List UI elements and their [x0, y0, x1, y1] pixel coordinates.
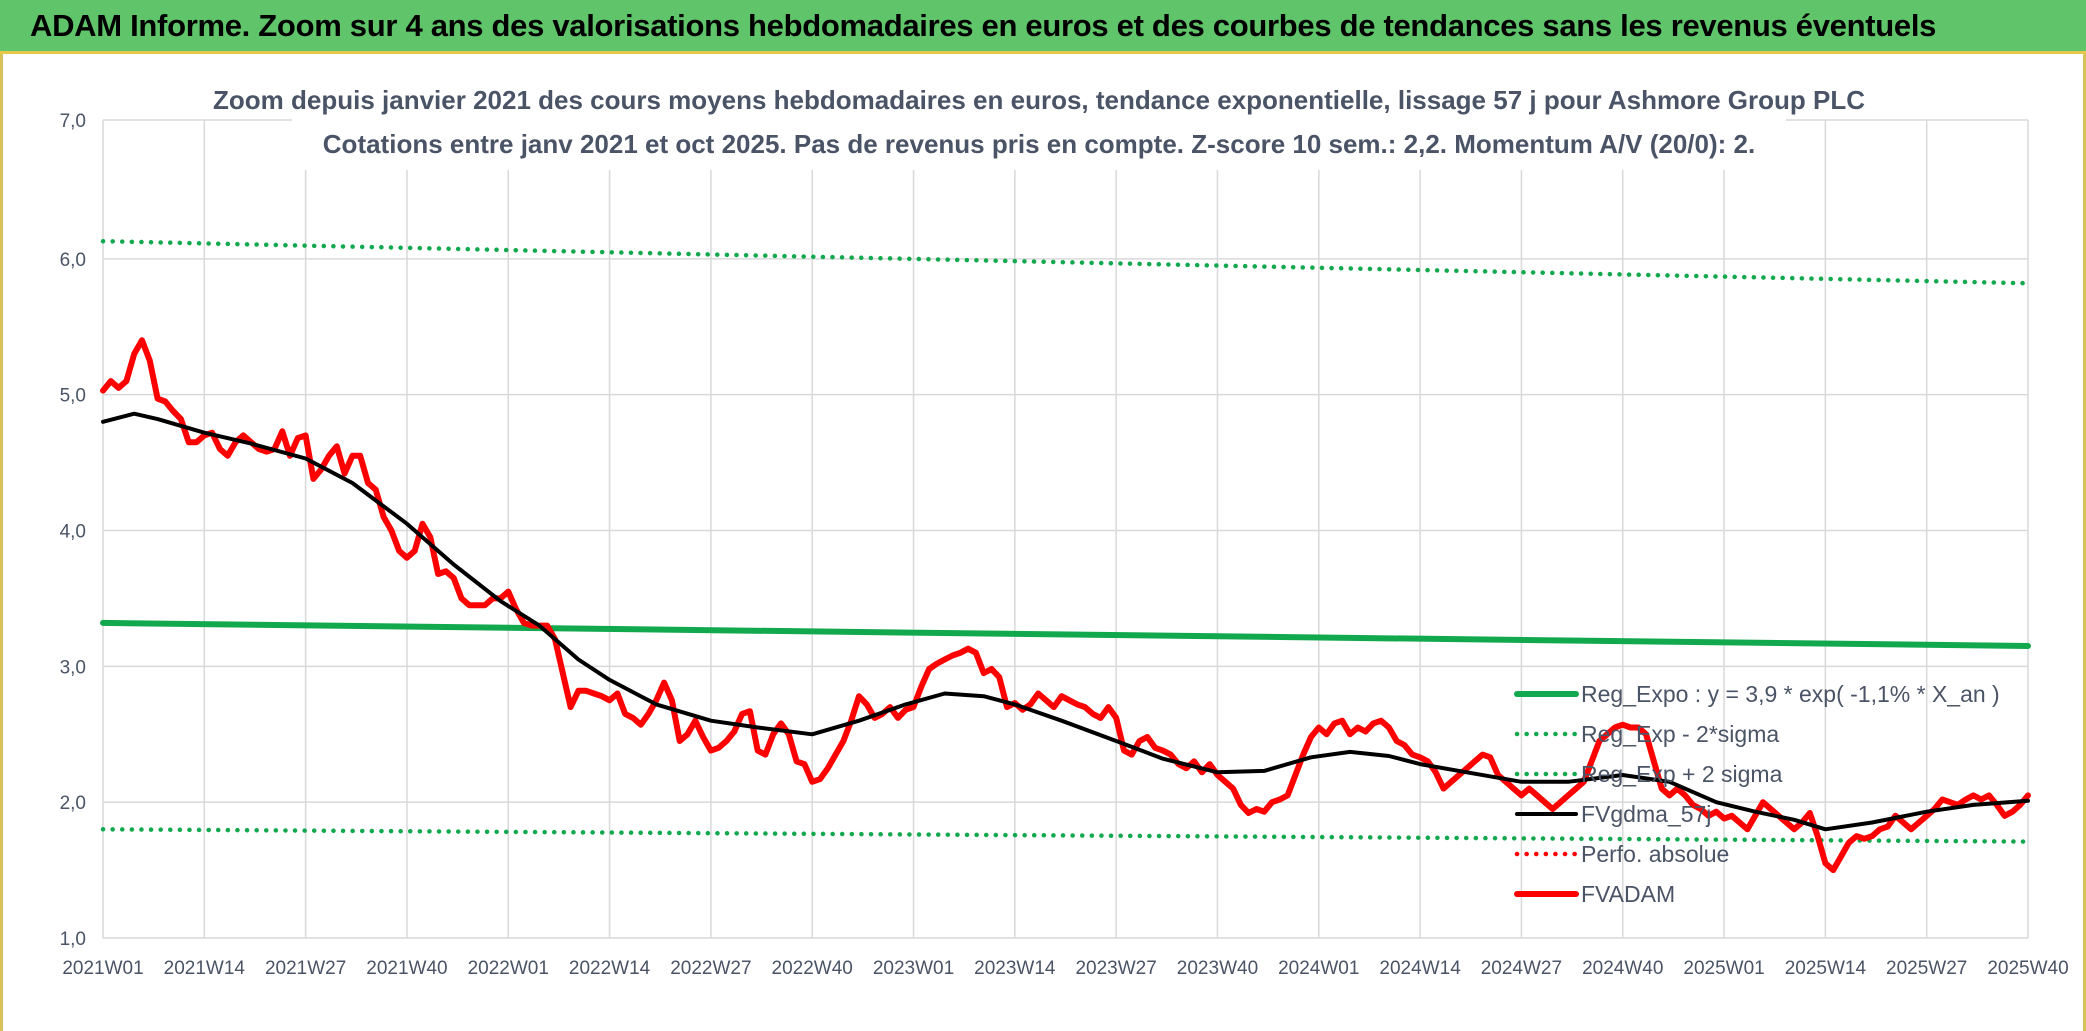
legend-entry-label: FVgdma_57j	[1581, 801, 1711, 827]
axes: 1,0 2,0 3,0 4,0 5,0 6,0 7,0 2021W01 2021W14 2021W…	[60, 111, 2069, 979]
y-tick-label: 3,0	[60, 657, 86, 678]
report-banner: ADAM Informe. Zoom sur 4 ans des valoris…	[0, 0, 2086, 54]
series	[100, 238, 2031, 874]
x-tick-label: 2022W40	[772, 958, 853, 979]
title-backdrop	[292, 74, 1786, 170]
series-line	[100, 238, 2031, 286]
report-title: ADAM Informe. Zoom sur 4 ans des valoris…	[30, 8, 1937, 43]
legend: Reg_Expo : y = 3,9 * exp( -1,1% * X_an )…	[1514, 681, 2000, 907]
x-tick-label: 2025W01	[1683, 958, 1764, 979]
series-line	[100, 827, 2031, 844]
x-tick-label: 2021W27	[265, 958, 346, 979]
legend-entry-label: Reg_Exp - 2*sigma	[1581, 721, 1779, 747]
x-tick-label: 2022W01	[468, 958, 549, 979]
x-tick-label: 2025W27	[1886, 958, 1967, 979]
series-line	[100, 337, 2031, 874]
legend-entry-label: Reg_Exp + 2 sigma	[1581, 761, 1783, 787]
y-tick-label: 2,0	[60, 793, 86, 814]
x-tick-label: 2023W14	[974, 958, 1056, 979]
chart-subtitle: Cotations entre janv 2021 et oct 2025. P…	[323, 129, 1755, 159]
y-tick-label: 1,0	[60, 929, 86, 950]
legend-entry-label: Perfo. absolue	[1581, 841, 1729, 867]
chart-title: Zoom depuis janvier 2021 des cours moyen…	[213, 85, 1865, 115]
x-tick-label: 2021W40	[366, 958, 447, 979]
x-tick-label: 2024W14	[1379, 958, 1461, 979]
x-tick-label: 2024W27	[1481, 958, 1562, 979]
x-tick-label: 2022W14	[569, 958, 651, 979]
legend-entry-label: FVADAM	[1581, 881, 1675, 907]
x-tick-label: 2024W40	[1582, 958, 1663, 979]
y-tick-label: 6,0	[60, 250, 86, 271]
series-line	[101, 411, 2030, 832]
x-tick-label: 2023W01	[873, 958, 954, 979]
x-tick-label: 2023W40	[1177, 958, 1258, 979]
legend-entry-label: Reg_Expo : y = 3,9 * exp( -1,1% * X_an )	[1581, 681, 2000, 707]
x-tick-label: 2025W40	[1987, 958, 2068, 979]
x-tick-label: 2022W27	[670, 958, 751, 979]
x-tick-label: 2024W01	[1278, 958, 1359, 979]
y-tick-label: 4,0	[60, 522, 86, 543]
x-tick-label: 2021W14	[164, 958, 246, 979]
series-line	[100, 619, 2031, 649]
y-tick-label: 7,0	[60, 111, 86, 132]
x-tick-label: 2021W01	[62, 958, 143, 979]
y-tick-label: 5,0	[60, 386, 86, 407]
x-tick-label: 2025W14	[1785, 958, 1867, 979]
x-tick-label: 2023W27	[1075, 958, 1156, 979]
